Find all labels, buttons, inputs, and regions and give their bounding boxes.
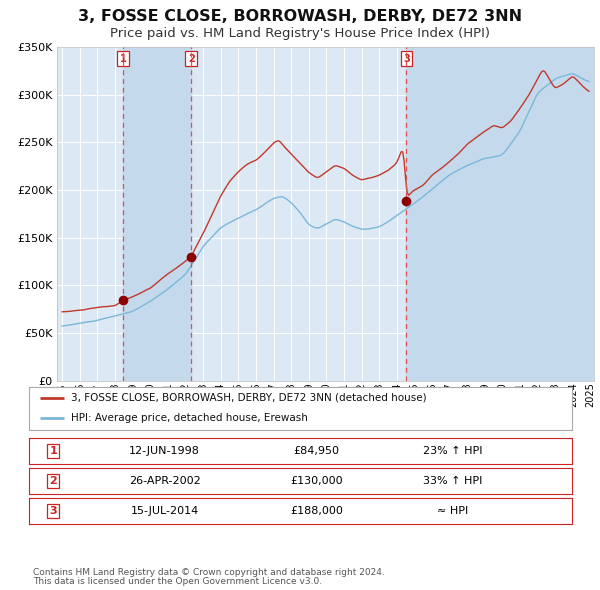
- Text: 23% ↑ HPI: 23% ↑ HPI: [422, 446, 482, 455]
- Bar: [406, 47, 596, 381]
- Text: 26-APR-2002: 26-APR-2002: [128, 476, 200, 486]
- Bar: [123, 47, 191, 381]
- Text: 3: 3: [403, 54, 410, 64]
- Text: Contains HM Land Registry data © Crown copyright and database right 2024.: Contains HM Land Registry data © Crown c…: [33, 568, 385, 577]
- Text: 3, FOSSE CLOSE, BORROWASH, DERBY, DE72 3NN: 3, FOSSE CLOSE, BORROWASH, DERBY, DE72 3…: [78, 9, 522, 24]
- Text: This data is licensed under the Open Government Licence v3.0.: This data is licensed under the Open Gov…: [33, 578, 322, 586]
- Text: ≈ HPI: ≈ HPI: [437, 506, 468, 516]
- Text: 12-JUN-1998: 12-JUN-1998: [129, 446, 200, 455]
- Text: 15-JUL-2014: 15-JUL-2014: [130, 506, 199, 516]
- Text: £188,000: £188,000: [290, 506, 343, 516]
- Text: 3, FOSSE CLOSE, BORROWASH, DERBY, DE72 3NN (detached house): 3, FOSSE CLOSE, BORROWASH, DERBY, DE72 3…: [71, 393, 427, 402]
- Text: 1: 1: [119, 54, 127, 64]
- Text: 2: 2: [49, 476, 57, 486]
- Text: £130,000: £130,000: [290, 476, 343, 486]
- Text: £84,950: £84,950: [293, 446, 340, 455]
- Text: 3: 3: [49, 506, 57, 516]
- Text: 33% ↑ HPI: 33% ↑ HPI: [422, 476, 482, 486]
- Text: Price paid vs. HM Land Registry's House Price Index (HPI): Price paid vs. HM Land Registry's House …: [110, 27, 490, 40]
- Text: HPI: Average price, detached house, Erewash: HPI: Average price, detached house, Erew…: [71, 412, 308, 422]
- Text: 1: 1: [49, 446, 57, 455]
- Text: 2: 2: [188, 54, 194, 64]
